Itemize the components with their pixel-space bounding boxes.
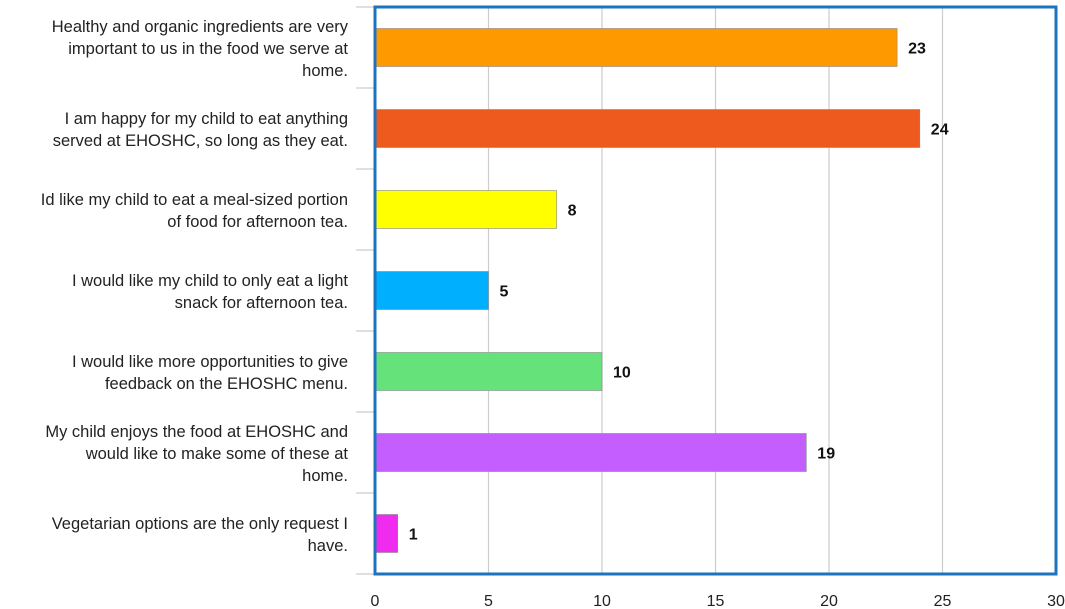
data-label: 10: [613, 365, 631, 382]
x-tick-label: 0: [371, 593, 380, 609]
category-label: My child enjoys the food at EHOSHC and wo…: [0, 421, 348, 487]
category-label-line: of food for afternoon tea.: [167, 212, 348, 231]
data-label: 19: [817, 446, 835, 463]
x-tick-label: 10: [593, 593, 611, 609]
data-label: 8: [568, 203, 577, 220]
bar: [374, 28, 898, 67]
bar: [374, 433, 807, 472]
x-tick-label: 30: [1047, 593, 1065, 609]
category-label: Vegetarian options are the only request …: [0, 513, 348, 557]
category-label-line: Vegetarian options are the only request …: [51, 514, 348, 533]
data-label: 1: [409, 527, 418, 544]
category-label: Healthy and organic ingredients are very…: [0, 16, 348, 82]
data-label: 24: [931, 122, 949, 139]
category-label-line: snack for afternoon tea.: [174, 293, 348, 312]
category-label: Id like my child to eat a meal-sized por…: [0, 189, 348, 233]
category-label-line: I would like more opportunities to give: [71, 352, 348, 371]
category-label-line: would like to make some of these at: [85, 444, 348, 463]
category-label-line: Id like my child to eat a meal-sized por…: [40, 190, 348, 209]
category-label-line: feedback on the EHOSHC menu.: [104, 374, 348, 393]
category-label-line: important to us in the food we serve at: [68, 39, 348, 58]
bar: [374, 514, 399, 553]
plot-frame: [373, 5, 1058, 576]
bar: [374, 190, 557, 229]
x-tick-label: 5: [484, 593, 493, 609]
bar: [374, 271, 489, 310]
x-tick-label: 25: [934, 593, 952, 609]
data-label: 5: [500, 284, 509, 301]
category-label-line: served at EHOSHC, so long as they eat.: [52, 131, 348, 150]
x-tick-label: 20: [820, 593, 838, 609]
category-label: I would like my child to only eat a ligh…: [0, 270, 348, 314]
category-label-line: Healthy and organic ingredients are very: [51, 17, 348, 36]
bar: [374, 109, 921, 148]
category-label: I am happy for my child to eat anything s…: [0, 108, 348, 152]
category-label-line: home.: [302, 466, 348, 485]
data-label: 23: [908, 41, 926, 58]
category-label-line: My child enjoys the food at EHOSHC and: [45, 422, 348, 441]
category-label: I would like more opportunities to give f…: [0, 351, 348, 395]
x-tick-label: 15: [707, 593, 725, 609]
category-label-line: have.: [307, 536, 348, 555]
category-label-line: I would like my child to only eat a ligh…: [71, 271, 348, 290]
category-label-line: home.: [302, 61, 348, 80]
category-label-line: I am happy for my child to eat anything: [64, 109, 348, 128]
bar: [374, 352, 603, 391]
